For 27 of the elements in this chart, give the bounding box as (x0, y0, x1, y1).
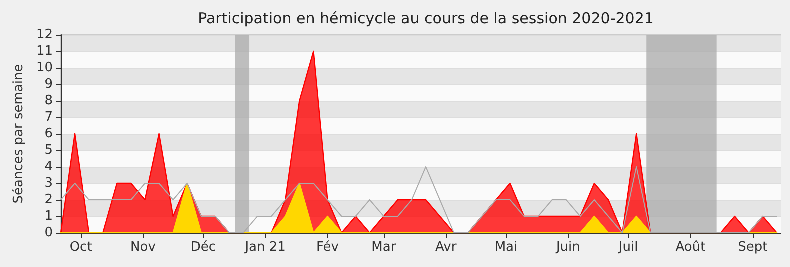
y-tick-label: 9 (44, 77, 53, 92)
x-tick-label: Août (676, 240, 706, 255)
x-tick-label: Juil (618, 240, 638, 255)
y-tick-label: 1 (44, 209, 53, 224)
y-tick-label: 11 (36, 44, 53, 59)
x-tick-label: Mai (494, 240, 518, 255)
y-axis-title: Séances par semaine (12, 64, 27, 204)
y-tick-label: 3 (44, 176, 53, 191)
y-tick-label: 5 (44, 143, 53, 158)
x-tick-label: Nov (130, 240, 156, 255)
x-tick-label: Fév (316, 240, 340, 255)
x-tick-label: Déc (190, 240, 216, 255)
x-tick-label: Avr (435, 240, 458, 255)
x-tick-label: Juin (555, 240, 580, 255)
x-tick-label: Sept (738, 240, 768, 255)
x-tick-label: Oct (70, 240, 92, 255)
y-tick-label: 6 (44, 126, 53, 142)
x-tick-label: Mar (372, 240, 397, 255)
y-tick-label: 4 (44, 160, 53, 174)
y-tick-label: 2 (44, 192, 53, 208)
y-tick-label: 0 (44, 226, 53, 240)
x-tick-label: Jan 21 (244, 240, 286, 255)
y-tick-label: 8 (44, 94, 53, 108)
y-tick-label: 7 (44, 110, 53, 125)
y-tick-label: 12 (36, 28, 53, 42)
y-tick-label: 10 (36, 60, 53, 76)
chart-title: Participation en hémicycle au cours de la session 2020-2021 (198, 10, 654, 28)
